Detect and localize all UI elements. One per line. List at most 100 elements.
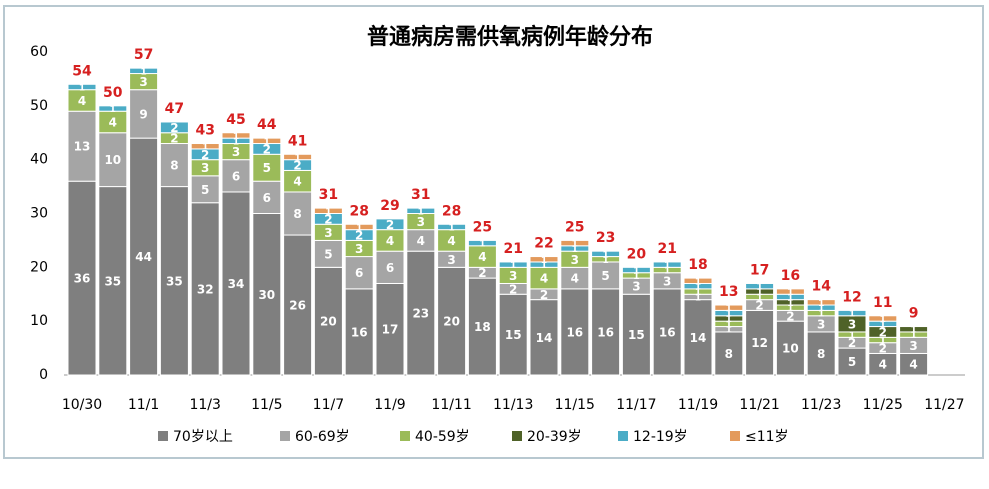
segment-label: 2 [478, 266, 486, 280]
bar-segment [437, 223, 467, 231]
y-tick-label: 10 [30, 313, 48, 329]
segment-label: 1 [418, 207, 424, 217]
segment-label: 1 [818, 299, 824, 309]
segment-label: 2 [201, 148, 209, 162]
legend-swatch [512, 431, 522, 441]
segment-label: 2 [263, 142, 271, 156]
x-tick-label: 11/13 [493, 397, 533, 413]
x-tick-label: 11/11 [431, 397, 471, 413]
segment-label: 1 [910, 331, 916, 341]
bar-segment [591, 288, 621, 376]
bar-segment [190, 202, 220, 376]
total-label: 57 [134, 47, 153, 63]
segment-label: 3 [447, 253, 455, 267]
segment-label: 1 [818, 304, 824, 314]
segment-label: 44 [135, 250, 152, 264]
segment-label: 1 [356, 223, 362, 233]
segment-label: 6 [232, 169, 240, 183]
segment-label: 1 [294, 153, 300, 163]
x-tick-label: 11/15 [555, 397, 595, 413]
segment-label: 16 [566, 325, 583, 339]
legend-label: 12-19岁 [633, 429, 688, 445]
segment-label: 1 [695, 277, 701, 287]
segment-label: 1 [726, 326, 732, 336]
segment-label: 15 [505, 328, 522, 342]
segment-label: 3 [417, 215, 425, 229]
bar-segment [591, 261, 621, 290]
segment-label: 4 [571, 272, 579, 286]
bar-segment [98, 132, 128, 188]
segment-label: 34 [228, 277, 245, 291]
total-label: 25 [565, 219, 584, 235]
bar-segment [714, 304, 744, 311]
bar-segment [621, 293, 651, 376]
segment-label: 1 [787, 299, 793, 309]
segment-label: 1 [695, 293, 701, 303]
x-tick-label: 11/1 [128, 397, 159, 413]
bar-segment [221, 159, 251, 193]
total-label: 22 [534, 236, 553, 252]
segment-label: 1 [910, 326, 916, 336]
legend-label: 20-39岁 [527, 429, 582, 445]
segment-label: 12 [751, 336, 768, 350]
segment-label: 16 [597, 325, 614, 339]
total-label: 9 [909, 306, 919, 322]
segment-label: 4 [478, 250, 486, 264]
total-label: 31 [411, 187, 430, 203]
segment-label: 3 [324, 226, 332, 240]
bar-segment [560, 288, 590, 376]
segment-label: 3 [232, 145, 240, 159]
segment-label: 1 [880, 320, 886, 330]
total-label: 20 [627, 246, 647, 262]
total-label: 14 [811, 279, 831, 295]
segment-label: 20 [443, 315, 460, 329]
segment-label: 3 [817, 317, 825, 331]
bar-segment [837, 309, 867, 317]
segment-label: 1 [880, 315, 886, 325]
segment-label: 35 [104, 274, 121, 288]
bar-segment [252, 213, 282, 376]
bar-segment [221, 132, 251, 139]
segment-label: 2 [786, 309, 794, 323]
bar-segment [129, 89, 159, 139]
bar-segment [437, 266, 467, 376]
bar-segment [621, 266, 651, 274]
segment-label: 2 [355, 229, 363, 243]
bar-segment [406, 207, 436, 215]
segment-label: 1 [110, 105, 116, 115]
x-tick-label: 11/7 [313, 397, 344, 413]
total-label: 13 [719, 284, 738, 300]
segment-label: 16 [351, 325, 368, 339]
bar-segment [467, 277, 497, 376]
segment-label: 1 [818, 310, 824, 320]
segment-label: 4 [879, 358, 887, 372]
segment-label: 1 [479, 240, 485, 250]
segment-label: 1 [726, 310, 732, 320]
total-label: 18 [688, 257, 707, 273]
segment-label: 1 [664, 261, 670, 271]
segment-label: 4 [109, 115, 117, 129]
segment-label: 30 [258, 288, 275, 302]
segment-label: 4 [417, 234, 425, 248]
segment-label: 3 [571, 253, 579, 267]
segment-label: 3 [848, 317, 856, 331]
x-tick-label: 10/30 [62, 397, 102, 413]
segment-label: 2 [540, 288, 548, 302]
bar-segment [159, 121, 189, 134]
segment-label: 5 [201, 183, 209, 197]
total-label: 44 [257, 117, 277, 133]
segment-label: 1 [849, 331, 855, 341]
bar-segment [375, 282, 405, 376]
legend-label: ≤11岁 [745, 429, 789, 445]
total-label: 41 [288, 133, 307, 149]
segment-label: 1 [695, 283, 701, 293]
bar-segment [313, 207, 343, 215]
bar-segment [252, 180, 282, 214]
segment-label: 2 [170, 132, 178, 146]
segment-label: 5 [601, 269, 609, 283]
segment-label: 5 [324, 247, 332, 261]
segment-label: 1 [233, 137, 239, 147]
bar-segment [129, 137, 159, 376]
x-tick-label: 11/25 [863, 397, 903, 413]
segment-label: 1 [541, 256, 547, 266]
